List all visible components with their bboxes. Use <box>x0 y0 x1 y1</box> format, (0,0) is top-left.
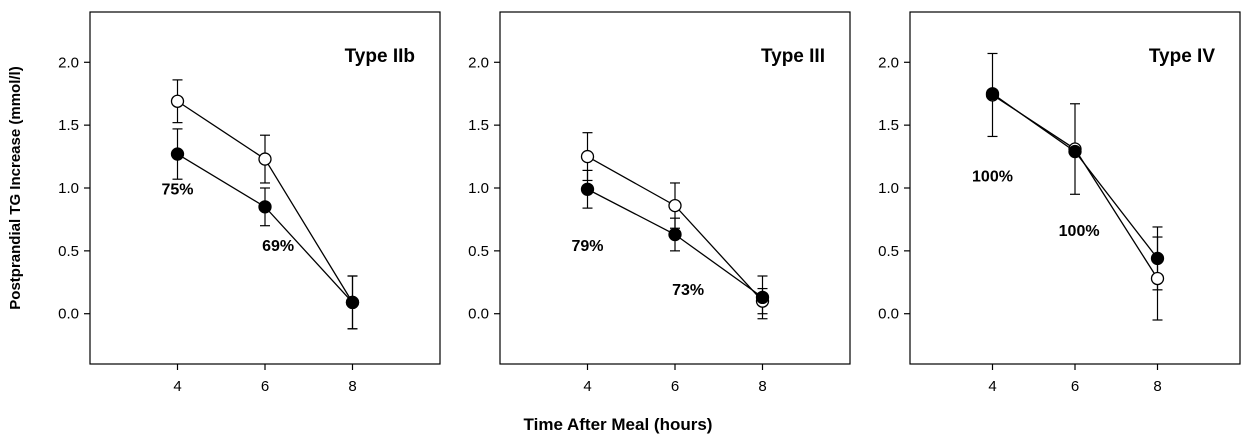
open-data-point <box>258 152 272 166</box>
filled-data-point <box>258 200 272 214</box>
y-tick-label: 2.0 <box>878 54 899 71</box>
open-data-point <box>580 149 595 164</box>
x-axis-label: Time After Meal (hours) <box>524 415 713 434</box>
filled-data-point <box>668 227 682 242</box>
filled-data-point <box>1068 144 1082 159</box>
x-tick-label: 4 <box>583 378 591 395</box>
filled-data-point <box>580 182 595 196</box>
percent-annotation: 69% <box>262 238 294 255</box>
open-data-point <box>1150 271 1165 286</box>
y-tick-label: 0.0 <box>468 306 489 323</box>
x-tick-label: 8 <box>1153 378 1161 395</box>
x-tick-label: 6 <box>671 378 679 395</box>
x-tick-label: 6 <box>261 378 269 395</box>
percent-annotation: 100% <box>972 169 1013 186</box>
filled-data-point <box>985 87 1000 101</box>
panel-title: Type III <box>761 46 825 67</box>
y-axis-label: Postprandial TG Increase (mmol/l) <box>7 66 24 309</box>
y-tick-label: 1.0 <box>58 180 79 197</box>
chart-panel-1: 0.0 0.5 1.0 1.5 2.0 4 6 8 Type IIb 75% 69% <box>58 11 441 395</box>
y-tick-label: 1.0 <box>468 180 489 197</box>
chart-panel-2: 0.0 0.5 1.0 1.5 2.0 4 6 8 Type III 79% 73% <box>468 11 851 395</box>
percent-annotation: 75% <box>161 181 193 198</box>
chart-panel-3: 0.0 0.5 1.0 1.5 2.0 4 6 8 Type IV 100% 100% <box>878 11 1241 395</box>
open-data-point <box>170 94 185 108</box>
y-tick-label: 1.0 <box>878 180 899 197</box>
x-tick-label: 8 <box>348 378 356 395</box>
panel-title: Type IV <box>1149 46 1215 67</box>
y-tick-label: 2.0 <box>58 54 79 71</box>
chart-panels: 0.0 0.5 1.0 1.5 2.0 4 6 8 Type IIb 75% 69% 0.0 0.5 1.… <box>58 11 1241 395</box>
percent-annotation: 100% <box>1059 223 1100 240</box>
x-tick-label: 6 <box>1071 378 1079 395</box>
open-data-point <box>668 198 682 213</box>
y-tick-label: 1.5 <box>878 117 899 134</box>
percent-annotation: 73% <box>672 282 704 299</box>
y-tick-label: 1.5 <box>58 117 79 134</box>
filled-data-point <box>170 147 185 161</box>
filled-data-point <box>345 295 360 310</box>
filled-data-point <box>1150 251 1165 266</box>
y-tick-label: 2.0 <box>468 54 489 71</box>
panel-title: Type IIb <box>345 46 415 67</box>
filled-data-point <box>755 290 770 305</box>
y-tick-label: 0.5 <box>468 243 489 260</box>
y-tick-label: 0.5 <box>58 243 79 260</box>
x-tick-label: 4 <box>988 378 996 395</box>
y-tick-label: 0.0 <box>878 306 899 323</box>
percent-annotation: 79% <box>571 238 603 255</box>
y-tick-label: 0.5 <box>878 243 899 260</box>
x-tick-label: 8 <box>758 378 766 395</box>
x-tick-label: 4 <box>173 378 181 395</box>
y-tick-label: 0.0 <box>58 306 79 323</box>
y-tick-label: 1.5 <box>468 117 489 134</box>
